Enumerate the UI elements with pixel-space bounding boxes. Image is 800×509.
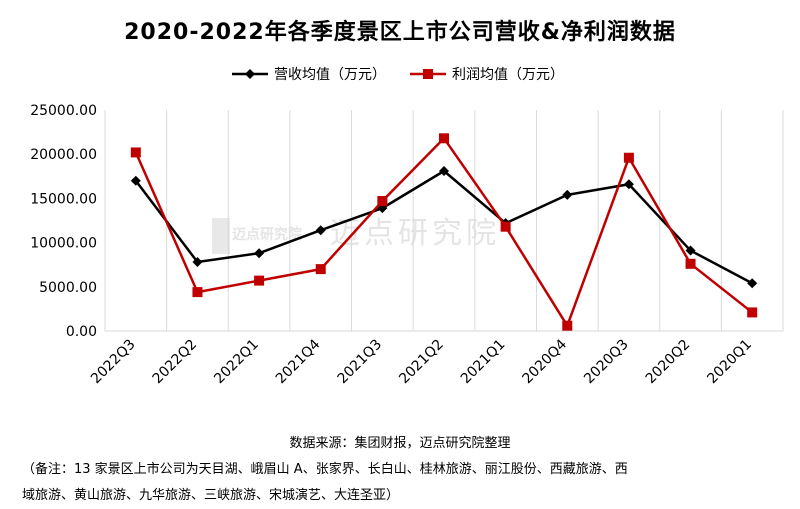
- data-point-revenue: [747, 278, 758, 289]
- x-tick-label: 2020Q2: [643, 337, 694, 388]
- note-line-2: 域旅游、黄山旅游、九华旅游、三峡旅游、宋城演艺、大连圣亚）: [22, 488, 400, 503]
- watermark-logo: 迈点研究院: [212, 218, 322, 254]
- x-tick-label: 2022Q1: [211, 337, 262, 388]
- y-tick-label: 0.00: [66, 324, 97, 340]
- data-point-revenue: [315, 225, 326, 236]
- x-tick-label: 2021Q4: [273, 336, 324, 387]
- x-tick-label: 2021Q1: [458, 337, 509, 388]
- y-tick-label: 15000.00: [30, 191, 97, 207]
- y-tick-label: 25000.00: [30, 103, 97, 119]
- x-tick-label: 2020Q4: [519, 336, 570, 387]
- data-point-profit: [254, 275, 265, 286]
- y-tick-label: 5000.00: [39, 280, 97, 296]
- legend-marker-1: [245, 69, 255, 79]
- data-point-profit: [747, 307, 758, 318]
- x-tick-label: 2020Q1: [704, 337, 755, 388]
- data-point-profit: [315, 264, 326, 275]
- legend-label-1: 营收均值（万元）: [274, 67, 386, 83]
- legend-marker-2: [423, 69, 433, 79]
- data-point-revenue: [130, 175, 141, 186]
- y-tick-label: 20000.00: [30, 147, 97, 163]
- note-line-1: （备注：13 家景区上市公司为天目湖、峨眉山 A、张家界、长白山、桂林旅游、丽江…: [22, 462, 628, 477]
- data-point-profit: [685, 258, 696, 269]
- chart-area: 0.00 5000.00 10000.00 15000.00 20000.00 25000…: [30, 67, 784, 388]
- x-tick-label: 2022Q3: [88, 337, 139, 388]
- x-tick-label: 2020Q3: [581, 337, 632, 388]
- data-point-revenue: [439, 165, 449, 176]
- data-point-revenue: [685, 245, 696, 256]
- data-point-revenue: [192, 257, 203, 268]
- data-point-revenue: [254, 248, 265, 259]
- data-source: 数据来源：集团财报，迈点研究院整理: [289, 436, 511, 451]
- x-tick-label: 2021Q2: [396, 337, 447, 388]
- data-point-profit: [130, 147, 141, 158]
- data-point-profit: [500, 221, 511, 232]
- x-tick-label: 2021Q3: [335, 337, 386, 388]
- data-point-profit: [562, 320, 573, 331]
- y-tick-label: 10000.00: [30, 236, 97, 252]
- data-point-profit: [623, 152, 634, 163]
- data-point-profit: [439, 133, 449, 144]
- x-tick-label: 2022Q2: [150, 337, 201, 388]
- data-point-profit: [192, 287, 203, 298]
- chart-title: 2020-2022年各季度景区上市公司营收&净利润数据: [124, 20, 676, 45]
- data-point-revenue: [623, 179, 634, 190]
- watermark-logo-text: 迈点研究院: [232, 227, 302, 243]
- data-point-profit: [377, 196, 388, 207]
- data-point-revenue: [562, 189, 573, 200]
- legend-label-2: 利润均值（万元）: [452, 67, 564, 83]
